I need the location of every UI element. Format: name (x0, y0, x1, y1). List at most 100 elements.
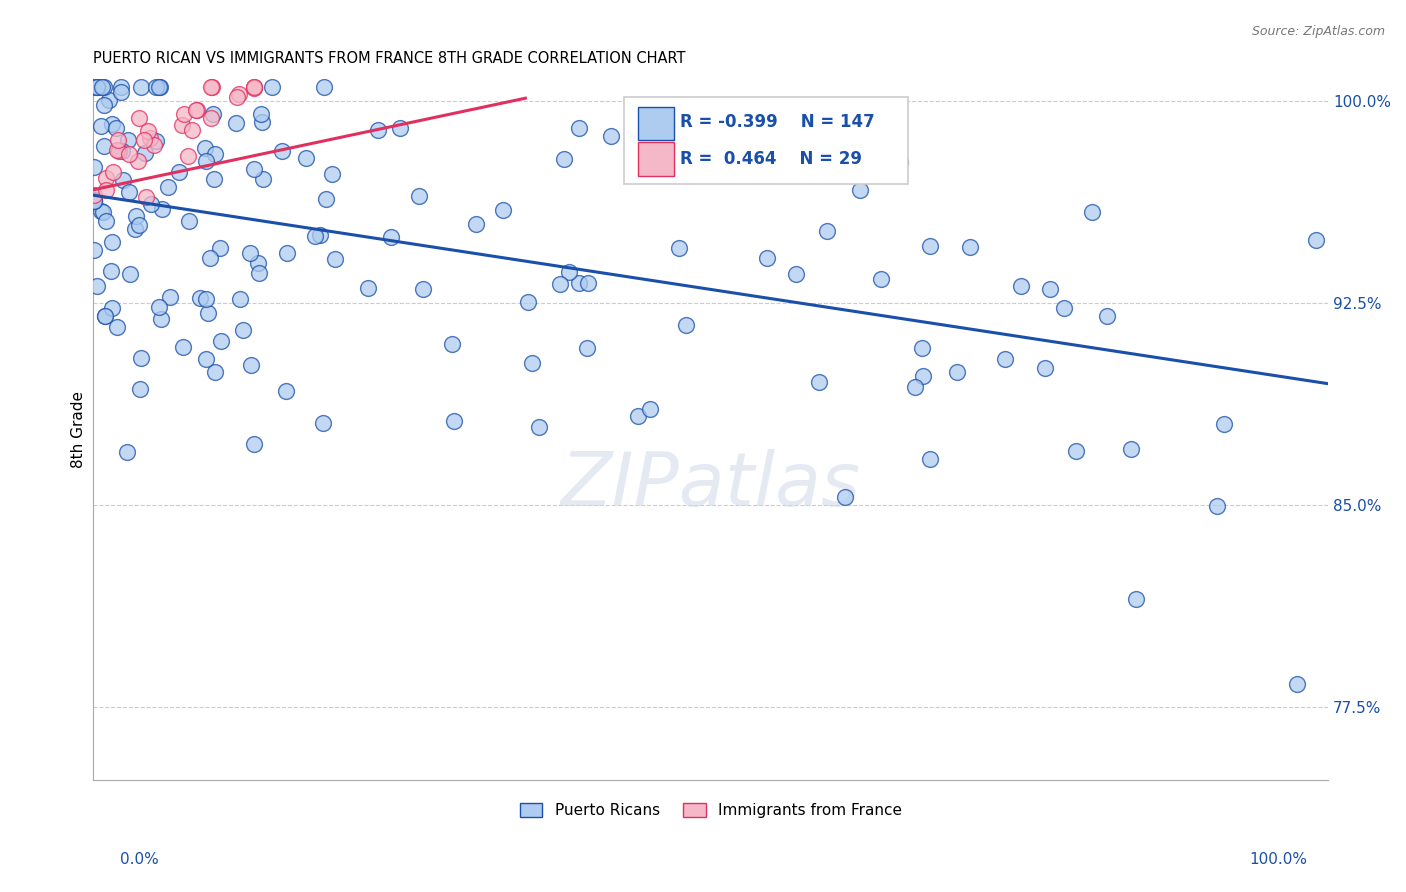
Point (132, 133, 155, 147)
Point (115, 444, 138, 458)
Point (225, 90, 247, 104)
Point (1305, 233, 1327, 247)
Point (243, 437, 266, 451)
Point (148, 80, 170, 95)
Point (576, 341, 599, 355)
Point (87, 80, 110, 95)
Point (250, 106, 273, 120)
Legend: Puerto Ricans, Immigrants from France: Puerto Ricans, Immigrants from France (513, 797, 908, 824)
Point (225, 116, 247, 130)
Point (246, 256, 269, 270)
Point (83, 243, 105, 257)
Point (143, 137, 166, 152)
Point (145, 80, 167, 95)
Point (312, 80, 335, 95)
Point (124, 222, 146, 236)
Point (558, 265, 581, 279)
Point (83, 194, 105, 208)
Point (576, 276, 599, 290)
Point (638, 401, 661, 416)
Point (172, 340, 194, 354)
Point (912, 369, 935, 384)
Point (242, 80, 264, 95)
Point (1081, 204, 1104, 219)
Point (321, 167, 343, 181)
Point (889, 155, 911, 169)
Point (197, 306, 219, 320)
Point (136, 124, 159, 138)
Point (170, 118, 193, 132)
Point (83, 80, 105, 95)
Point (815, 224, 838, 238)
Point (90, 80, 112, 95)
Point (492, 203, 515, 218)
Point (180, 123, 202, 137)
Point (103, 164, 125, 178)
Point (1039, 282, 1062, 296)
Point (129, 382, 152, 396)
Point (159, 289, 181, 303)
Point (1125, 592, 1147, 607)
Point (135, 190, 157, 204)
Point (127, 154, 149, 169)
Point (1121, 442, 1143, 456)
Point (83, 194, 105, 208)
FancyBboxPatch shape (624, 97, 908, 185)
Point (412, 282, 434, 296)
Point (1285, 677, 1308, 691)
Point (100, 235, 122, 249)
Point (464, 217, 486, 231)
Point (188, 291, 211, 305)
Text: 0.0%: 0.0% (120, 852, 159, 867)
Point (93, 98, 115, 112)
Point (675, 318, 697, 332)
Point (200, 251, 222, 265)
Point (107, 133, 129, 147)
Point (118, 185, 141, 199)
Point (516, 295, 538, 310)
Text: Source: ZipAtlas.com: Source: ZipAtlas.com (1251, 25, 1385, 38)
Point (93, 138, 115, 153)
Point (239, 245, 262, 260)
Text: R =  0.464    N = 29: R = 0.464 N = 29 (679, 150, 862, 168)
Point (443, 413, 465, 427)
Point (1213, 417, 1236, 431)
Point (276, 245, 298, 260)
Point (118, 267, 141, 281)
Point (367, 122, 389, 136)
Point (90, 203, 112, 218)
Point (323, 252, 346, 267)
Point (312, 416, 335, 430)
Point (834, 490, 856, 504)
Point (167, 165, 190, 179)
Point (83, 187, 105, 202)
Point (568, 120, 591, 135)
Point (1095, 309, 1118, 323)
Point (918, 239, 941, 253)
Point (195, 352, 218, 367)
Point (139, 131, 162, 145)
Point (785, 267, 807, 281)
Point (627, 409, 650, 423)
Point (105, 320, 128, 334)
Point (202, 171, 225, 186)
Point (150, 202, 173, 216)
Point (86, 279, 108, 293)
Text: R = -0.399    N = 147: R = -0.399 N = 147 (679, 113, 875, 131)
Point (194, 153, 217, 168)
Point (304, 228, 326, 243)
Point (145, 134, 167, 148)
Point (83, 160, 105, 174)
Point (548, 277, 571, 292)
Point (652, 145, 675, 159)
Point (128, 219, 150, 233)
Point (270, 145, 292, 159)
Point (117, 133, 139, 147)
Point (129, 80, 152, 95)
Point (90, 119, 112, 133)
Point (994, 352, 1017, 367)
Point (105, 121, 128, 136)
Point (101, 301, 124, 315)
Point (849, 183, 872, 197)
Point (156, 180, 179, 194)
